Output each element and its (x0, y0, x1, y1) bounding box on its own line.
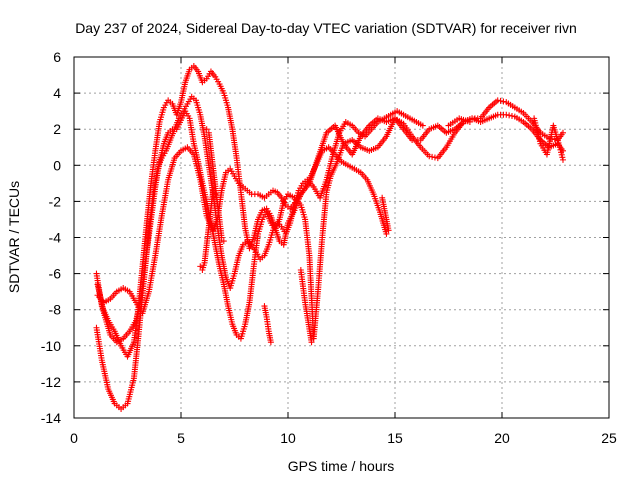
data-point (559, 156, 566, 163)
data-point (212, 191, 219, 198)
data-point (385, 227, 392, 234)
data-point (466, 118, 473, 125)
data-point (218, 234, 225, 241)
data-point (220, 238, 227, 245)
y-tick-label: -4 (49, 230, 62, 246)
data-point (197, 263, 204, 270)
data-point (429, 153, 436, 160)
data-points (93, 63, 566, 412)
data-point (500, 98, 507, 105)
x-tick-label: 10 (280, 430, 296, 446)
data-point (426, 153, 433, 160)
y-tick-label: -12 (41, 374, 61, 390)
x-tick-label: 15 (387, 430, 403, 446)
data-point (497, 97, 504, 104)
y-tick-label: -2 (49, 193, 62, 209)
y-tick-label: 4 (53, 85, 61, 101)
x-tick-label: 0 (70, 430, 78, 446)
y-tick-label: 2 (53, 121, 61, 137)
data-point (267, 339, 274, 346)
x-tick-label: 20 (494, 430, 510, 446)
plot-frame (73, 56, 610, 419)
data-point (419, 122, 426, 129)
y-tick-label: -8 (49, 302, 62, 318)
y-tick-label: -6 (49, 266, 62, 282)
y-tick-labels: -14 -12 -10 -8 -6 -4 -2 0 2 4 6 (41, 49, 61, 426)
data-point (508, 112, 515, 119)
chart-title: Day 237 of 2024, Sidereal Day-to-day VTE… (75, 20, 577, 36)
data-point (506, 112, 513, 119)
data-point (559, 129, 566, 136)
x-tick-label: 5 (177, 430, 185, 446)
y-tick-label: 6 (53, 49, 61, 65)
x-tick-labels: 0 5 10 15 20 25 (70, 430, 617, 446)
data-point (203, 126, 210, 133)
x-axis-label: GPS time / hours (288, 458, 395, 474)
y-axis-label: SDTVAR / TECUs (6, 181, 22, 293)
data-point (308, 339, 315, 346)
data-point (503, 111, 510, 118)
y-tick-label: -10 (41, 338, 61, 354)
data-point (494, 97, 501, 104)
y-tick-label: 0 (53, 157, 61, 173)
data-point (383, 230, 390, 237)
y-tick-label: -14 (41, 410, 61, 426)
data-point (431, 154, 438, 161)
x-tick-label: 25 (601, 430, 617, 446)
